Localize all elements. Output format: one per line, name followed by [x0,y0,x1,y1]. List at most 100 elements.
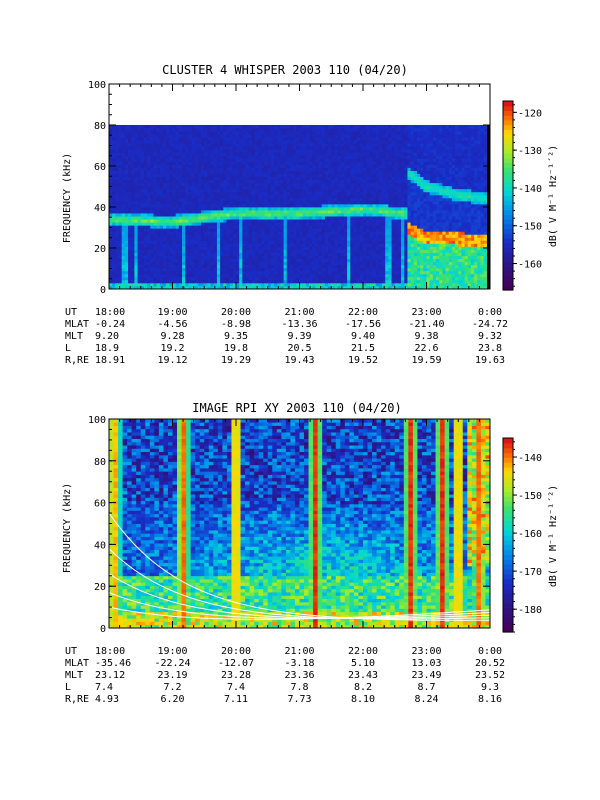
heatmap-cell [264,188,269,193]
heatmap-cell [178,240,183,244]
heatmap-cell [131,128,135,132]
heatmap-cell [204,146,208,150]
heatmap-cell [175,258,180,263]
heatmap-cell [385,213,389,217]
heatmap-cell [363,140,367,144]
heatmap-cell [293,125,297,129]
heatmap-cell [315,282,319,287]
heatmap-cell [239,161,243,165]
heatmap-cell [207,176,211,181]
heatmap-cell [331,170,335,174]
heatmap-cell [305,152,310,156]
heatmap-cell [178,276,183,281]
heatmap-cell [197,143,202,147]
heatmap-cell [140,231,145,235]
heatmap-cell [366,267,370,272]
heatmap-cell [112,134,116,138]
heatmap-cell [328,216,332,220]
heatmap-cell [397,213,402,217]
heatmap-cell [197,228,202,232]
heatmap-cell [178,252,183,256]
heatmap-cell [267,203,272,208]
heatmap-cell [121,185,126,190]
heatmap-cell [315,234,319,238]
heatmap-cell [363,155,367,159]
heatmap-cell [359,279,364,284]
heatmap-cell [293,276,297,281]
heatmap-cell [220,279,224,284]
heatmap-cell [169,273,173,278]
heatmap-cell [305,179,310,184]
heatmap-cell [201,149,205,153]
heatmap-cell [353,261,358,266]
heatmap-cell [128,210,132,214]
heatmap-cell [115,173,119,178]
heatmap-cell [388,231,392,235]
heatmap-cell [153,228,158,232]
heatmap-cell [112,188,116,193]
heatmap-cell [143,243,148,247]
heatmap-cell [134,152,138,156]
heatmap-cell [328,152,332,156]
heatmap-cell [255,140,259,144]
heatmap-cell [229,161,234,165]
heatmap-cell [201,231,205,235]
heatmap-cell [236,216,240,220]
heatmap-cell [159,170,164,174]
heatmap-cell [115,270,119,275]
heatmap-cell [385,264,389,269]
heatmap-cell [248,176,253,181]
heatmap-cell [350,200,354,205]
heatmap-cell [385,246,389,250]
heatmap-cell [394,216,399,220]
heatmap-cell [131,188,135,193]
heatmap-cell [264,285,269,290]
heatmap-cell [134,191,138,196]
heatmap-cell [245,213,250,217]
heatmap-cell [188,167,192,171]
heatmap-cell [162,164,167,168]
heatmap-cell [194,255,199,260]
heatmap-cell [124,213,129,217]
heatmap-cell [229,273,234,278]
heatmap-cell [182,152,186,156]
heatmap-cell [343,222,348,226]
heatmap-cell [109,261,113,266]
heatmap-cell [172,219,177,223]
heatmap-cell [318,179,323,184]
heatmap-cell [131,276,135,281]
heatmap-cell [388,216,392,220]
heatmap-cell [258,285,262,290]
heatmap-cell [197,161,202,165]
heatmap-cell [401,282,405,287]
heatmap-cell [321,246,326,250]
heatmap-cell [239,258,243,263]
heatmap-cell [223,134,227,138]
heatmap-cell [293,152,297,156]
heatmap-cell [280,164,285,168]
heatmap-cell [166,176,170,181]
heatmap-cell [359,170,364,174]
heatmap-cell [343,131,348,135]
heatmap-cell [156,264,161,269]
heatmap-cell [397,149,402,153]
heatmap-cell [147,246,151,250]
heatmap-cell [150,155,154,159]
heatmap-cell [258,243,262,247]
heatmap-cell [340,128,345,132]
heatmap-cell [112,158,116,162]
heatmap-cell [147,143,151,147]
heatmap-cell [232,222,237,226]
heatmap-cell [109,173,113,178]
heatmap-cell [289,173,294,178]
heatmap-cell [280,188,285,193]
heatmap-cell [156,207,161,211]
heatmap-cell [286,270,291,275]
heatmap-cell [328,173,332,178]
heatmap-cell [229,246,234,250]
heatmap-cell [242,243,246,247]
heatmap-cell [216,261,221,266]
heatmap-cell [169,143,173,147]
heatmap-cell [258,191,262,196]
heatmap-cell [213,176,218,181]
